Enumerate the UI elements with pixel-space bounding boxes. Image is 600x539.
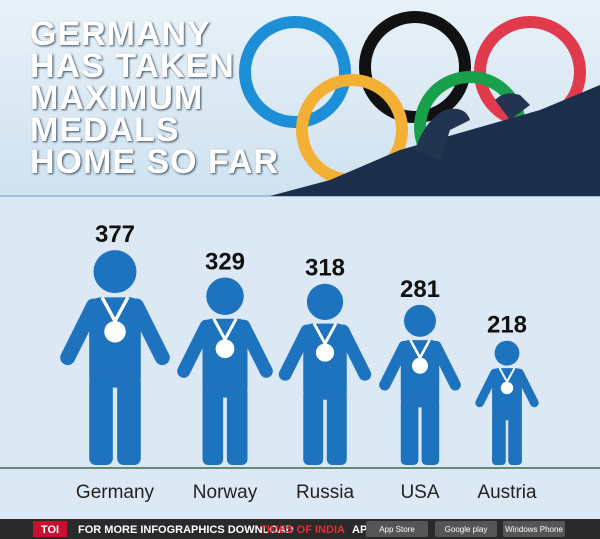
store-badge <box>435 521 497 537</box>
arm <box>60 298 102 366</box>
head <box>403 304 437 337</box>
x-tick-label: Germany <box>76 482 155 503</box>
store-badge-label: Google play <box>445 525 488 534</box>
leg <box>400 397 419 465</box>
value-label: 377 <box>95 221 135 248</box>
leg <box>89 374 113 465</box>
head <box>306 283 344 320</box>
head <box>93 250 137 294</box>
person-icon <box>60 250 170 465</box>
store-badge-label: App Store <box>379 525 415 534</box>
torso <box>202 318 248 398</box>
medal <box>315 343 335 362</box>
arm <box>177 319 213 378</box>
torso <box>400 340 440 408</box>
leg <box>303 388 324 465</box>
medal <box>500 381 514 395</box>
leg <box>226 386 248 465</box>
arm <box>237 319 273 378</box>
arm <box>278 324 314 381</box>
medal <box>411 357 429 374</box>
ribbon <box>409 339 431 361</box>
skier <box>415 108 470 160</box>
person-icon <box>475 340 539 465</box>
medal <box>104 321 126 343</box>
arm <box>475 368 499 408</box>
head <box>494 340 520 366</box>
person-icon <box>379 304 461 465</box>
medal <box>215 339 235 359</box>
value-label: 318 <box>305 255 345 282</box>
arm <box>430 340 461 391</box>
torso <box>303 323 347 400</box>
ribbon <box>212 318 238 343</box>
x-tick-label: Norway <box>193 482 258 503</box>
x-tick-label: USA <box>400 482 439 503</box>
person-icon <box>177 277 273 465</box>
leg <box>117 374 141 465</box>
x-tick-label: Russia <box>296 482 355 503</box>
arm <box>515 368 539 408</box>
person-icon <box>278 283 372 465</box>
leg <box>492 412 506 465</box>
value-label: 329 <box>205 248 245 275</box>
arm <box>379 340 410 391</box>
skier <box>495 93 530 120</box>
arm <box>128 298 170 366</box>
store-badge-label: Windows Phone <box>505 525 563 534</box>
value-label: 281 <box>400 276 440 303</box>
x-tick-label: Austria <box>477 482 537 503</box>
leg <box>421 397 440 465</box>
head <box>206 277 244 315</box>
brand: TOI <box>41 524 59 536</box>
store-badge <box>503 521 565 537</box>
brand-box <box>33 521 67 537</box>
footer-app-name: TIMES OF INDIA <box>260 524 345 536</box>
value-label: 218 <box>487 312 527 339</box>
store-badge <box>366 521 428 537</box>
leg <box>508 412 522 465</box>
arm <box>336 324 372 381</box>
footer-text: FOR MORE INFOGRAPHICS DOWNLOAD <box>78 524 294 536</box>
leg <box>326 388 347 465</box>
chart-title: GERMANY HAS TAKEN MAXIMUM MEDALS HOME SO… <box>30 15 280 181</box>
leg <box>202 386 224 465</box>
